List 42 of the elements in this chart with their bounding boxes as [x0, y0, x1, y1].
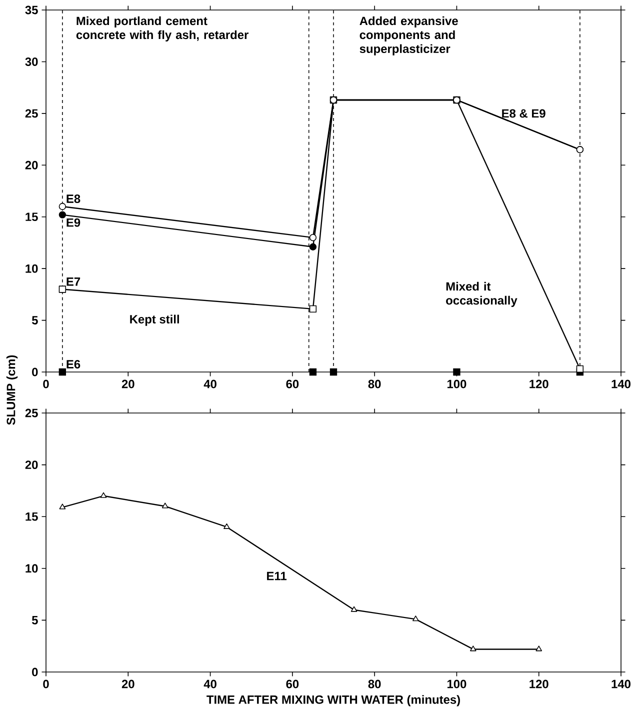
y-tick-label: 25 [25, 408, 38, 418]
x-axis-title: TIME AFTER MIXING WITH WATER (minutes) [206, 695, 460, 706]
legend-label: E6 [66, 360, 80, 368]
annotation: Added expansive components and superplasticizer [360, 16, 458, 56]
x-tick-label: 0 [43, 380, 49, 388]
y-tick-label: 20 [25, 160, 38, 170]
y-tick-label: 5 [32, 616, 38, 624]
y-tick-label: 0 [32, 368, 38, 376]
y-tick-label: 10 [26, 564, 38, 573]
y-tick-label: 0 [32, 668, 38, 676]
series-label: E8 [66, 194, 80, 203]
x-tick-label: 20 [122, 380, 134, 388]
x-tick-label: 80 [368, 680, 381, 688]
y-axis-title: SLUMP (cm) [6, 355, 18, 425]
y-tick-label: 10 [26, 264, 38, 273]
x-tick-label: 20 [122, 680, 134, 688]
x-tick-label: 0 [43, 680, 49, 688]
y-tick-label: 15 [26, 512, 38, 521]
x-tick-label: 80 [368, 380, 381, 388]
x-tick-label: 60 [286, 680, 299, 688]
x-tick-label: 100 [447, 680, 466, 688]
x-tick-label: 120 [530, 680, 548, 688]
x-tick-label: 140 [612, 680, 630, 688]
annotation: Mixed it occasionally [446, 282, 518, 307]
annotation: Mixed portland cement concrete with fly ash, retarder [76, 16, 248, 42]
x-tick-label: 40 [204, 380, 216, 388]
y-tick-label: 15 [26, 212, 38, 222]
y-tick-label: 35 [25, 6, 38, 14]
x-tick-label: 60 [286, 380, 299, 388]
y-tick-label: 25 [25, 109, 38, 118]
x-tick-label: 120 [530, 380, 548, 388]
x-tick-label: 100 [447, 380, 466, 388]
y-tick-label: 20 [25, 460, 38, 470]
series-label: E11 [267, 572, 287, 580]
x-tick-label: 140 [612, 380, 630, 388]
legend-label: E9 [66, 218, 80, 227]
x-tick-label: 40 [204, 680, 216, 688]
y-tick-label: 30 [25, 57, 38, 66]
y-tick-label: 5 [32, 316, 38, 324]
series-label: E7 [66, 278, 80, 286]
annotation: E8 & E9 [502, 109, 546, 118]
annotation: Kept still [130, 314, 179, 326]
